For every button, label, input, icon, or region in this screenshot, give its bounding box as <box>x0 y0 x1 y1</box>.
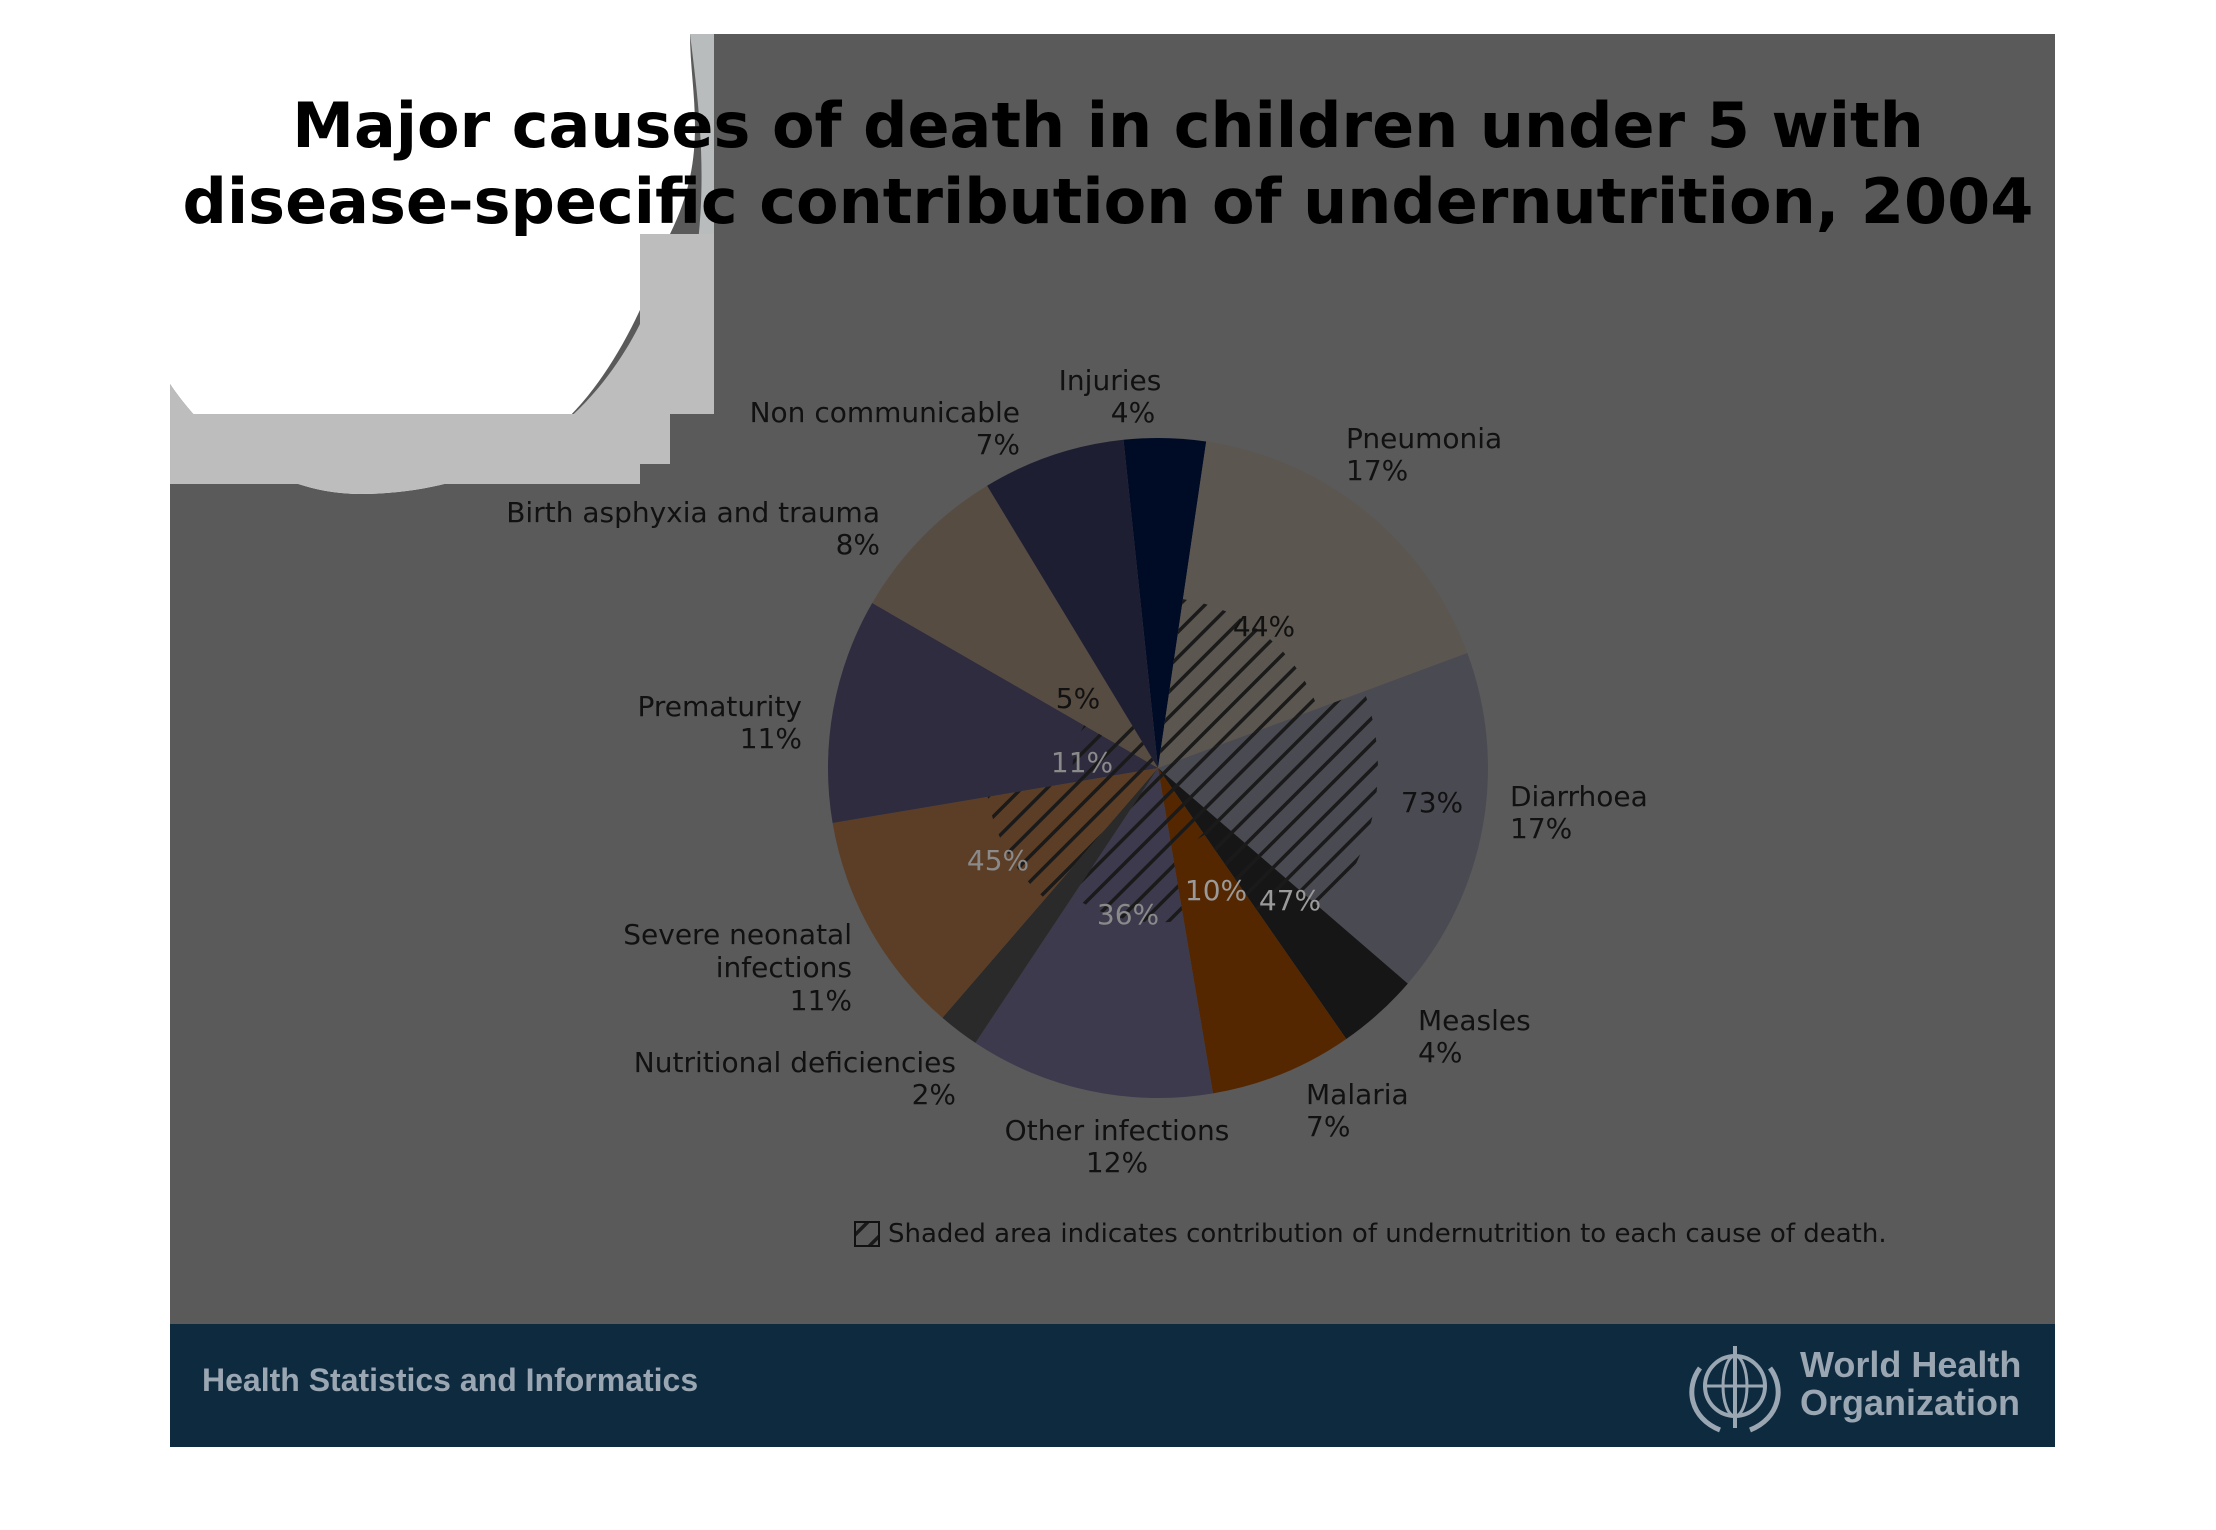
label-non-communicable-name: Non communicable <box>750 396 1020 429</box>
label-prematurity-name: Prematurity <box>637 690 802 723</box>
undernutrition-shade-malaria <box>1158 768 1205 849</box>
label-other-infections-value: 12% <box>1086 1146 1148 1179</box>
undernutrition-shade-diarrhoea <box>1158 691 1378 912</box>
pie-slice-nutritional-deficiencies <box>942 768 1158 1043</box>
label-measles-value: 4% <box>1418 1036 1462 1069</box>
label-malaria-name: Malaria <box>1306 1078 1409 1111</box>
who-name-line1: World Health <box>1800 1344 2022 1385</box>
label-severe-neonatal-line1: Severe neonatal infections <box>623 918 852 984</box>
label-other-infections-name: Other infections <box>1005 1114 1230 1147</box>
pie-slice-birth-asphyxia-and-trauma <box>872 485 1158 768</box>
who-name-line2: Organization <box>1800 1382 2021 1423</box>
slide-background: Health Statistics and Informatics World … <box>170 34 2055 1447</box>
label-measles-name: Measles <box>1418 1004 1531 1037</box>
who-wordmark: World Health Organization <box>1800 1346 2021 1422</box>
legend-hatch-swatch <box>854 1221 880 1247</box>
undernutrition-shade-prematurity <box>1072 725 1158 783</box>
slide-decoration <box>170 34 714 494</box>
inner-malaria: 10% <box>1185 874 1247 907</box>
inner-other-infections: 36% <box>1097 898 1159 931</box>
label-malaria-value: 7% <box>1306 1110 1350 1143</box>
page-title: Major causes of death in children under … <box>0 88 2216 240</box>
label-severe-neonatal-value: 11% <box>790 984 852 1017</box>
inner-measles: 47% <box>1259 884 1321 917</box>
label-prematurity-value: 11% <box>740 722 802 755</box>
label-birth-asphyxia-name: Birth asphyxia and trauma <box>506 496 880 529</box>
inner-diarrhoea: 73% <box>1401 786 1463 819</box>
footer-unit-name: Health Statistics and Informatics <box>202 1362 699 1398</box>
who-emblem-icon <box>1689 1346 1781 1433</box>
undernutrition-shade-measles <box>1158 768 1292 913</box>
footer-bar: Health Statistics and Informatics World … <box>170 1324 2055 1447</box>
legend-text: Shaded area indicates contribution of un… <box>888 1219 1887 1249</box>
undernutrition-shade-severe-neonatal-infections <box>987 768 1158 899</box>
label-pneumonia-value: 17% <box>1346 454 1408 487</box>
pie-slice-non-communicable <box>987 439 1158 768</box>
inner-prematurity: 11% <box>1051 746 1113 779</box>
label-severe-neonatal-name-line2: infections <box>716 951 852 984</box>
inner-pneumonia: 44% <box>1233 610 1295 643</box>
undernutrition-shade-other-infections <box>1072 768 1184 923</box>
pie-slice-injuries <box>1123 437 1207 768</box>
label-birth-asphyxia-value: 8% <box>836 528 880 561</box>
label-severe-neonatal-name: Severe neonatal <box>623 918 852 951</box>
inner-severe-neonatal: 45% <box>967 844 1029 877</box>
pie-slice-malaria <box>1158 768 1347 1094</box>
pie-slices <box>827 437 1488 1099</box>
page-title-line1: Major causes of death in children under … <box>292 89 1924 162</box>
undernutrition-shade-pneumonia <box>1158 599 1318 768</box>
label-non-communicable-value: 7% <box>976 428 1020 461</box>
label-nutritional-deficiencies-name: Nutritional deficiencies <box>634 1046 956 1079</box>
undernutrition-shade-birth-asphyxia-and-trauma <box>1108 718 1158 768</box>
label-pneumonia-name: Pneumonia <box>1346 422 1502 455</box>
inner-birth-asphyxia: 5% <box>1056 682 1100 715</box>
label-nutritional-deficiencies-value: 2% <box>912 1078 956 1111</box>
label-diarrhoea-name: Diarrhoea <box>1510 780 1648 813</box>
page-title-line2: disease-specific contribution of undernu… <box>182 165 2034 238</box>
label-injuries-value: 4% <box>1111 396 1155 429</box>
label-diarrhoea-value: 17% <box>1510 812 1572 845</box>
undernutrition-shading <box>987 599 1378 923</box>
label-injuries-name: Injuries <box>1059 364 1162 397</box>
